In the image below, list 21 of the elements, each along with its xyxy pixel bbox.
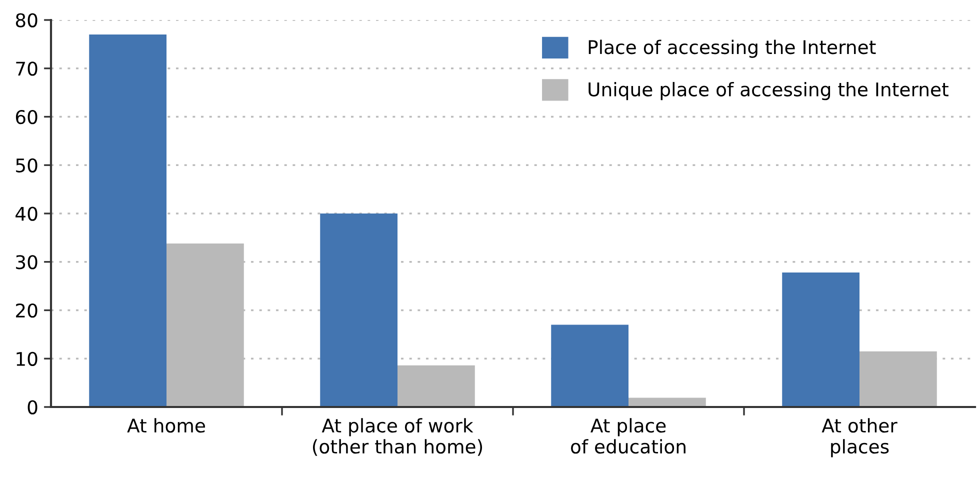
bar xyxy=(551,324,628,407)
y-tick-label: 0 xyxy=(28,400,38,414)
y-tick-label: 50 xyxy=(16,158,38,173)
legend-label: Place of accessing the Internet xyxy=(588,40,876,58)
y-tick-label: 30 xyxy=(16,255,38,270)
x-tick-label: At other places xyxy=(822,418,898,458)
x-tick-label: At home xyxy=(127,418,205,433)
y-tick-label: 60 xyxy=(16,110,38,124)
y-tick-label: 70 xyxy=(16,62,38,76)
bar xyxy=(320,214,398,407)
bar xyxy=(782,272,860,407)
y-tick-label: 80 xyxy=(16,13,38,28)
y-tick-label: 20 xyxy=(16,303,38,318)
bar xyxy=(89,34,166,407)
x-tick-label: At place of education xyxy=(571,418,686,454)
x-tick-label: At place of work (other than home) xyxy=(312,418,482,456)
y-tick-label: 40 xyxy=(16,206,38,221)
y-tick-label: 10 xyxy=(16,352,38,366)
legend-label: Unique place of accessing the Internet xyxy=(588,82,948,100)
bar xyxy=(860,351,937,407)
bar xyxy=(398,365,475,407)
